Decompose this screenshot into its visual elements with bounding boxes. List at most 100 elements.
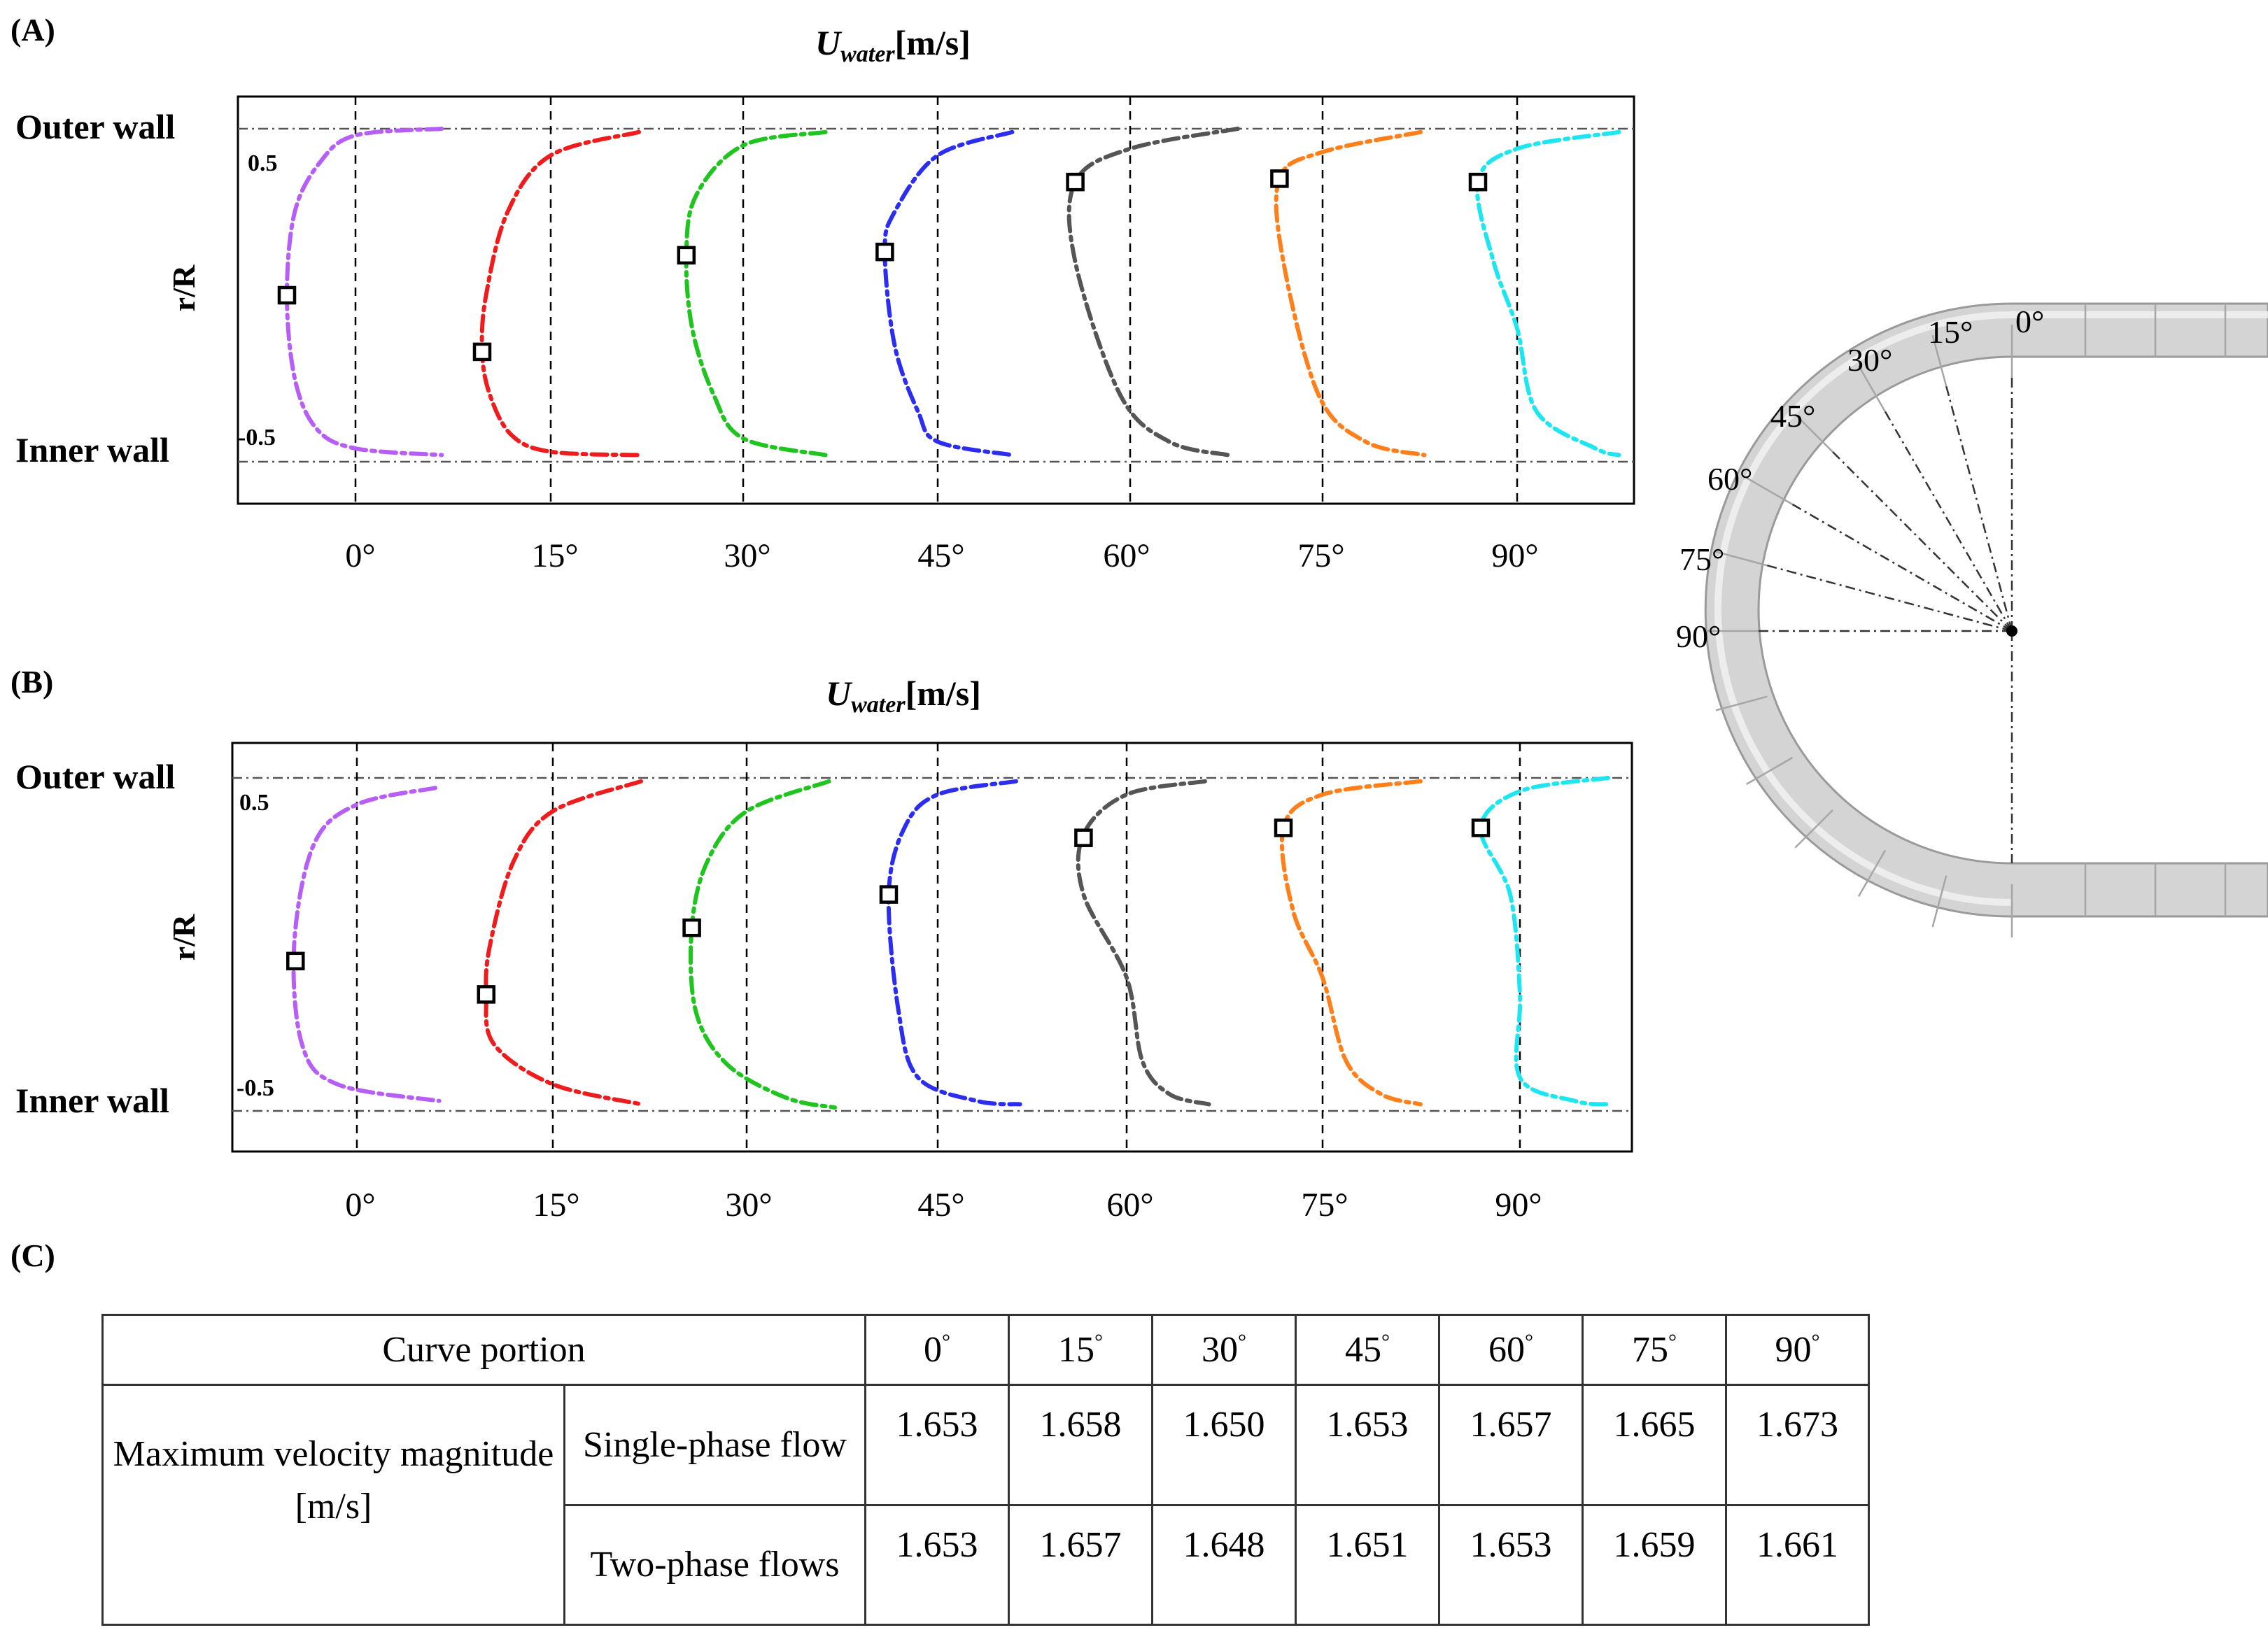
x-tick-label: 60° xyxy=(1106,1186,1153,1224)
max-velocity-marker xyxy=(875,242,894,262)
table-column-header: 15° xyxy=(1008,1314,1154,1386)
table-column-header: 90° xyxy=(1725,1314,1871,1386)
max-velocity-marker xyxy=(286,951,305,971)
table-cell: 1.661 xyxy=(1725,1503,1871,1626)
pipe-angle-label: 60° xyxy=(1707,461,1752,497)
y-axis-label-b: r/R xyxy=(166,914,202,961)
table-header-row: Curve portion 0° 15° 30° 45° 60° 75° 90° xyxy=(101,1314,1871,1386)
max-velocity-marker xyxy=(1074,828,1093,847)
max-velocity-marker xyxy=(1270,169,1289,188)
pipe-segment-line xyxy=(1746,756,1794,786)
pipe-angle-rays xyxy=(1759,378,2013,632)
table-cell: 1.665 xyxy=(1582,1384,1728,1506)
pipe-segment-line xyxy=(1857,365,1887,413)
table-column-header: 75° xyxy=(1582,1314,1728,1386)
x-tick-label: 75° xyxy=(1301,1186,1348,1224)
max-velocity-marker xyxy=(677,246,696,265)
velocity-profile-0 xyxy=(284,127,444,458)
pipe-center-point xyxy=(2006,625,2017,637)
angle-ray xyxy=(1767,565,2013,632)
x-tick-label: 30° xyxy=(725,1186,772,1224)
pipe-segment-line xyxy=(1715,551,1768,567)
velocity-profile-15 xyxy=(484,779,643,1107)
velocity-profile-90 xyxy=(1475,129,1621,458)
pipe-segment-line xyxy=(1715,695,1768,711)
profiles-b xyxy=(286,776,1610,1110)
pipe-body xyxy=(1704,302,2268,918)
pipe-angle-label: 90° xyxy=(1676,618,1721,654)
x-tick-label: 0° xyxy=(345,537,375,574)
pipe-highlight xyxy=(1714,311,2268,906)
inner-wall-label-b: Inner wall xyxy=(15,1081,169,1120)
pipe-angle-labels: 0° 15° 30° 45° 60° 75° 90° xyxy=(1676,304,2044,654)
velocity-profile-90 xyxy=(1478,776,1610,1107)
pipe-angle-label: 75° xyxy=(1679,541,1724,577)
max-velocity-marker xyxy=(277,285,297,305)
panel-c-label: (C) xyxy=(10,1238,55,1273)
max-velocity-marker xyxy=(477,985,496,1004)
table-cell: 1.659 xyxy=(1582,1503,1728,1626)
velocity-profile-45 xyxy=(882,129,1015,458)
y-top-tick-a: 0.5 xyxy=(248,150,278,176)
pipe-segment-line xyxy=(1794,413,1833,453)
table-column-header: 60° xyxy=(1438,1314,1584,1386)
table-column-header: 0° xyxy=(864,1314,1010,1386)
panel-b-label: (B) xyxy=(10,664,53,700)
row-group-label: Maximum velocity magnitude [m/s] xyxy=(101,1384,565,1626)
table-column-header: 30° xyxy=(1151,1314,1297,1386)
angle-ray xyxy=(1945,386,2013,632)
table-column-header: 45° xyxy=(1295,1314,1441,1386)
table-row: Two-phase flows 1.653 1.657 1.648 1.651 … xyxy=(103,1503,1871,1626)
y-bottom-tick-b: -0.5 xyxy=(237,1075,274,1101)
table-cell: 1.650 xyxy=(1151,1384,1297,1506)
gridlines-a xyxy=(354,97,1519,504)
x-tick-label: 15° xyxy=(531,537,578,574)
x-tick-label: 90° xyxy=(1495,1186,1542,1224)
table-cell: 1.658 xyxy=(1008,1384,1154,1506)
x-tick-label: 60° xyxy=(1103,537,1150,574)
angle-ray xyxy=(1791,503,2013,632)
max-velocity-table: Curve portion 0° 15° 30° 45° 60° 75° 90°… xyxy=(101,1314,1871,1626)
x-tick-labels-a: 0° 15° 30° 45° 60° 75° 90° xyxy=(345,537,1538,574)
velocity-profile-75 xyxy=(1279,779,1423,1107)
panel-b-title: Uwater[m/s] xyxy=(826,674,981,718)
x-tick-labels-b: 0° 15° 30° 45° 60° 75° 90° xyxy=(345,1186,1542,1224)
x-tick-label: 45° xyxy=(917,1186,964,1224)
y-bottom-tick-a: -0.5 xyxy=(238,425,276,451)
x-tick-label: 15° xyxy=(533,1186,579,1224)
max-velocity-marker xyxy=(879,885,899,904)
panel-b: (B) Uwater[m/s] Outer wall Inner wall 0.… xyxy=(10,664,1633,1224)
curve-portion-header: Curve portion xyxy=(101,1314,867,1386)
max-velocity-marker xyxy=(682,918,701,937)
max-velocity-marker xyxy=(1274,818,1293,837)
y-axis-label-a: r/R xyxy=(166,264,202,311)
pipe-angle-label: 0° xyxy=(2015,304,2044,339)
inner-wall-label-a: Inner wall xyxy=(15,430,169,469)
y-top-tick-b: 0.5 xyxy=(239,790,269,816)
velocity-profile-30 xyxy=(684,129,828,458)
pipe-bend-diagram: 0° 15° 30° 45° 60° 75° 90° xyxy=(1676,302,2268,937)
x-tick-label: 30° xyxy=(724,537,770,574)
max-velocity-marker xyxy=(472,342,492,362)
table-cell: 1.653 xyxy=(1438,1503,1584,1626)
pipe-segment-line xyxy=(1931,334,1947,387)
max-velocity-marker xyxy=(1468,172,1488,192)
pipe-segment-line xyxy=(1857,849,1887,897)
pipe-angle-label: 30° xyxy=(1847,342,1892,378)
table-cell: 1.653 xyxy=(864,1384,1010,1506)
gridlines-b xyxy=(355,743,1521,1151)
row-label: Two-phase flows xyxy=(563,1503,867,1626)
velocity-profile-0 xyxy=(291,786,442,1103)
table-cell: 1.648 xyxy=(1151,1503,1297,1626)
velocity-profile-75 xyxy=(1274,129,1427,458)
plot-frame-b xyxy=(231,742,1633,1153)
panel-a: (A) Uwater[m/s] Outer wall Inner wall 0.… xyxy=(10,12,1635,574)
velocity-profile-15 xyxy=(479,129,641,458)
angle-ray xyxy=(1884,411,2013,632)
table-cell: 1.657 xyxy=(1008,1503,1154,1626)
angle-ray xyxy=(1832,451,2013,632)
table-cell: 1.653 xyxy=(864,1503,1010,1626)
x-tick-label: 45° xyxy=(917,537,964,574)
panel-a-title: Uwater[m/s] xyxy=(815,23,971,67)
table-cell: 1.673 xyxy=(1725,1384,1871,1506)
